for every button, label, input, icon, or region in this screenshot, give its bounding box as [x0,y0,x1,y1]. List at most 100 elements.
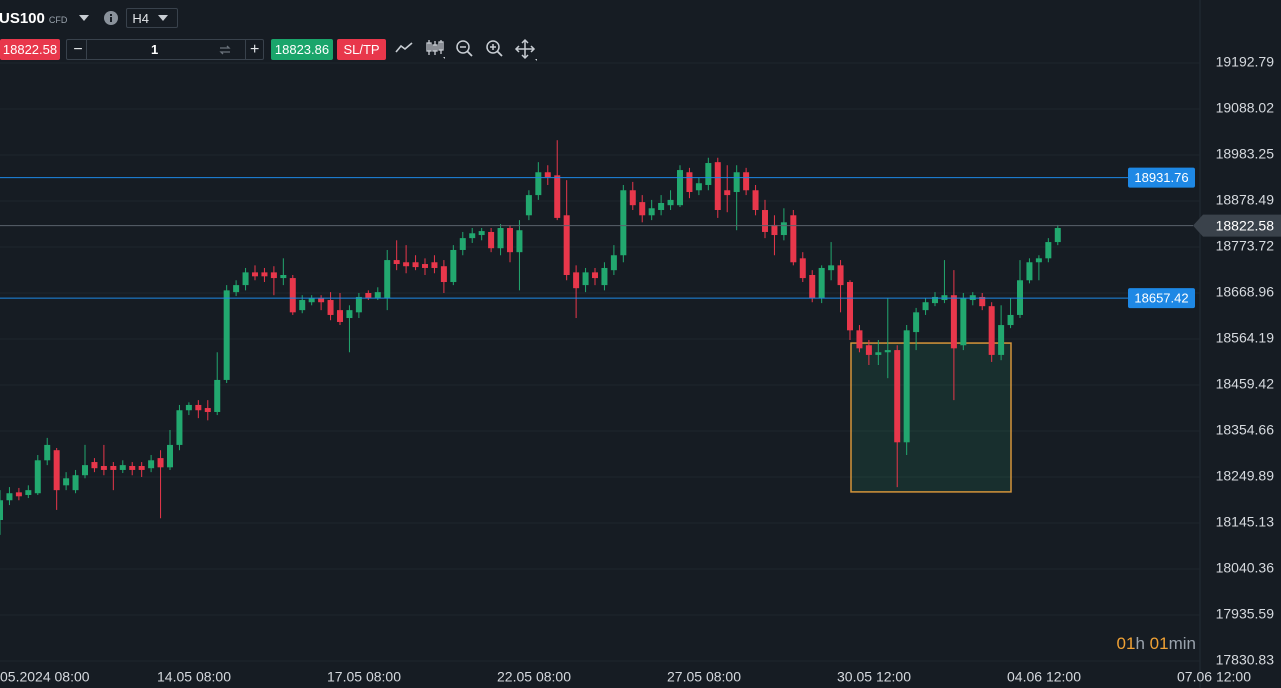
candle-body [1054,228,1061,243]
candle-body [242,272,249,286]
candle-body [922,302,929,311]
candle-body [639,202,646,216]
candle-body [148,460,155,469]
candle-body [677,170,683,206]
candle-body [865,345,872,355]
candle-body [525,195,532,216]
candle-body [847,282,853,331]
swap-icon[interactable] [218,44,232,56]
candle-body [374,292,381,299]
countdown-minutes-unit: min [1168,634,1196,653]
candle-body [91,462,98,469]
candle-body [573,272,580,289]
candle-body [440,266,447,283]
candle-body [0,500,3,521]
candle-body [488,231,495,249]
sltp: SL/TP [343,42,380,57]
symbol[interactable]: US100 [0,9,45,27]
candle-body [63,478,70,486]
sell-price: 18822.58 [2,42,58,57]
candle-body [903,330,910,443]
candle-body [950,295,957,349]
candle-body [384,260,391,299]
candle-body [497,228,504,249]
candle-body [422,264,428,268]
candle-body [34,460,41,494]
symbol-type: CFD [48,14,68,25]
candle-body [459,238,466,250]
buy-button[interactable]: 18823.86 [271,39,333,60]
candles-icon[interactable] [424,38,446,60]
y-tick-label: 17830.83 [1216,652,1275,668]
zone-box [850,342,1012,493]
candle-body [563,215,570,275]
line-chart-icon[interactable] [394,38,414,58]
info-icon[interactable] [103,10,119,26]
current-price-tag [1193,214,1281,237]
candle-body [308,298,315,303]
price-tag-label: 18657.42 [1134,291,1188,306]
y-tick-label: 17935.59 [1216,606,1275,622]
candle-body [53,450,60,491]
candle-body [780,222,787,236]
y-tick-label: 18145.13 [1216,514,1275,530]
candle-body [818,267,825,299]
candle-body [365,293,372,299]
candle-body [1026,262,1033,281]
candle-body [705,163,712,185]
candle-body [648,208,655,216]
candle-body [167,444,173,468]
sltp-button[interactable]: SL/TP [337,39,386,60]
increase-button[interactable]: + [250,40,260,58]
candle-body [355,296,362,313]
y-tick-label: 18459.42 [1216,376,1275,392]
candle-body [1007,314,1014,326]
y-tick-label: 18668.96 [1216,284,1275,300]
candle-body [119,465,126,470]
candle-body [82,465,88,476]
y-tick-label: 18983.25 [1216,146,1275,162]
current-price-label: 18822.58 [1216,217,1275,233]
sell-button[interactable]: 18822.58 [0,39,60,60]
candle-body [516,230,523,253]
decrease-button[interactable]: − [73,40,83,58]
candle-body [280,274,287,279]
candle-body [6,493,13,501]
y-tick-label: 19192.79 [1216,54,1275,70]
candle-body [252,272,258,277]
timeframe-select[interactable]: H4 [126,8,179,28]
symbol-dropdown[interactable] [77,13,91,23]
candle-body [884,350,891,353]
candle-body [289,278,296,313]
candle-body [828,265,835,271]
candle-body [837,265,844,286]
candle-body [733,172,740,193]
zoom-out-icon[interactable] [454,38,476,60]
candle-body [299,300,306,311]
candle-body [412,262,419,268]
candle-body [431,262,438,268]
candle-body [195,404,202,411]
pan-icon[interactable] [514,38,538,62]
candle-body [261,272,268,277]
candle-body [72,475,79,491]
overlays: 18931.76 18657.42 18822.58 [0,167,1281,309]
y-tick-label: 18354.66 [1216,422,1275,438]
candle-body [204,408,211,412]
quantity[interactable]: 1 [151,42,159,57]
zoom-in-icon[interactable] [484,38,506,60]
candle-body [998,325,1005,355]
countdown-hours-unit: h [1135,634,1145,653]
candle-body [157,458,164,468]
candle-body [932,296,938,304]
candle-body [185,404,192,411]
candle-body [658,202,665,211]
candle-body [270,272,277,279]
candle-body [960,298,967,346]
candle-body [913,312,920,333]
candle-body [979,296,986,307]
divider [86,40,87,59]
candle-body [1045,242,1052,259]
